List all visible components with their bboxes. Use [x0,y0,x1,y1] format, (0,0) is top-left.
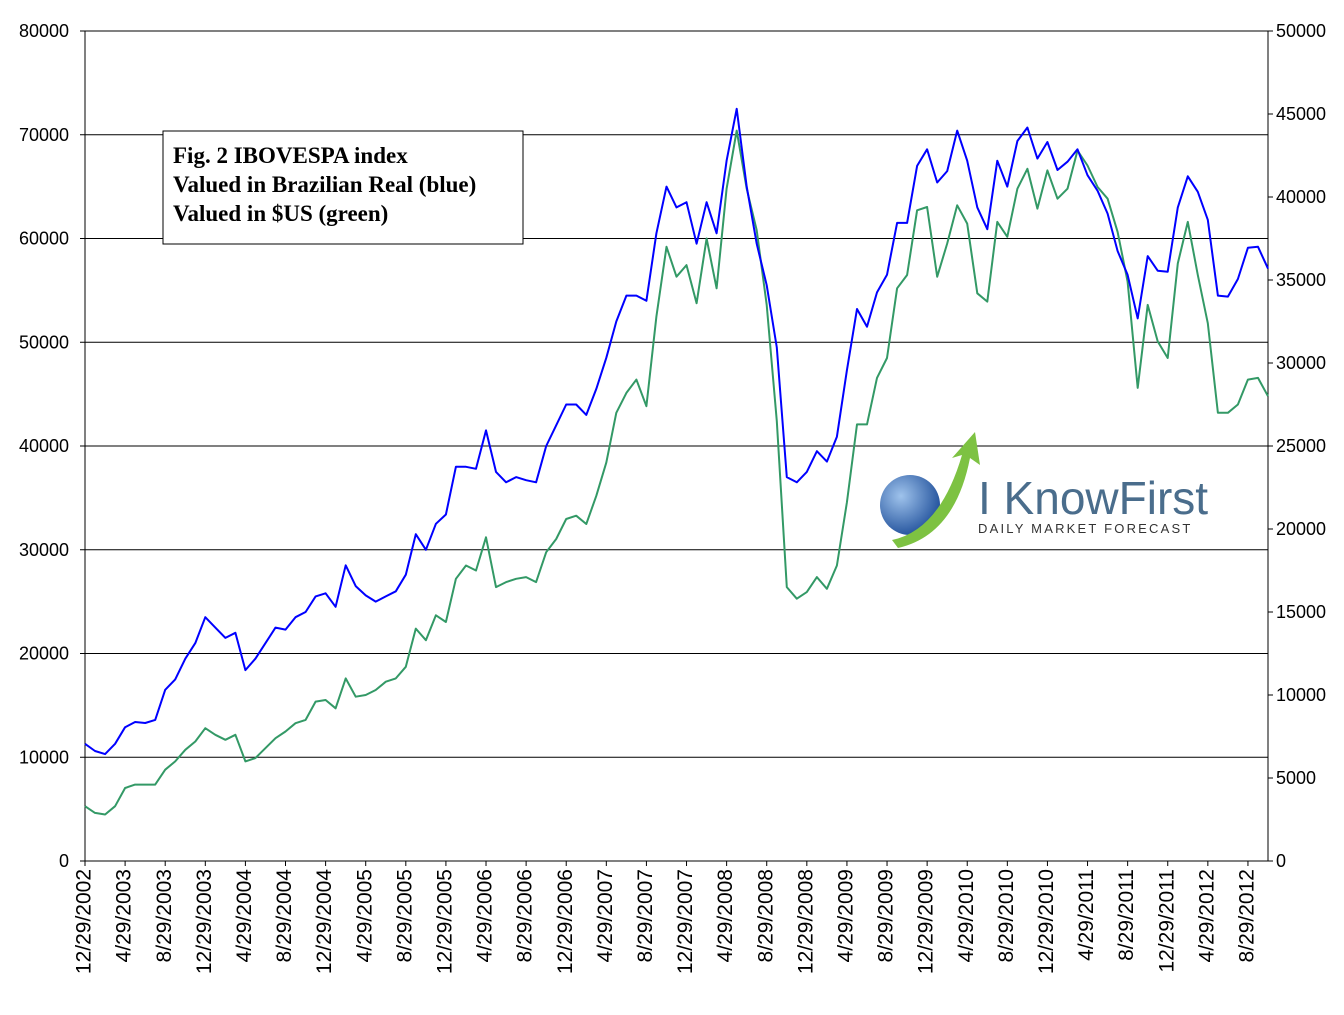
x-tick-label: 8/29/2003 [153,869,176,962]
x-tick-label: 12/29/2006 [554,869,577,974]
y-tick-label: 60000 [19,229,69,249]
x-tick-label: 4/29/2009 [834,869,857,962]
x-tick-label: 12/29/2009 [915,869,938,974]
logo-globe [880,475,940,535]
x-tick-label: 8/29/2007 [634,869,657,962]
y2-tick-label: 35000 [1276,270,1326,290]
logo-title: I KnowFirst [978,472,1208,524]
y2-tick-label: 0 [1276,851,1286,871]
logo-arrow [892,432,980,548]
x-tick-label: 4/29/2007 [594,869,617,962]
y2-tick-label: 20000 [1276,519,1326,539]
x-tick-label: 12/29/2005 [433,869,456,974]
x-tick-label: 8/29/2011 [1115,869,1138,961]
series-line [84,107,1269,756]
annotation-box [162,130,524,245]
y-tick-label: 20000 [19,644,69,664]
y-tick-label: 40000 [19,436,69,456]
x-tick-label: 8/29/2009 [875,869,898,962]
x-tick-label: 12/29/2002 [73,869,96,974]
y-tick-label: 80000 [19,21,69,41]
y-tick-label: 30000 [19,540,69,560]
x-tick-label: 8/29/2008 [754,869,777,962]
logo: I KnowFirst DAILY MARKET FORECAST [880,432,1208,548]
x-tick-label: 4/29/2010 [955,869,978,962]
annotation: Valued in Brazilian Real (blue) [173,172,476,197]
x-tick-label: 12/29/2008 [794,869,817,974]
plot: 0100002000030000400005000060000700008000… [19,21,1326,974]
x-tick-label: 8/29/2004 [273,869,296,963]
y2-tick-label: 15000 [1276,602,1326,622]
x-tick-label: 8/29/2006 [514,869,537,962]
x-tick-label: 4/29/2004 [233,869,256,963]
x-tick-label: 4/29/2005 [353,869,376,962]
x-tick-label: 4/29/2006 [474,869,497,962]
y2-tick-label: 25000 [1276,436,1326,456]
x-tick-label: 4/29/2008 [714,869,737,962]
y-tick-label: 10000 [19,747,69,767]
y-tick-label: 70000 [19,125,69,145]
x-tick-label: 12/29/2010 [1035,869,1058,974]
y2-tick-label: 45000 [1276,104,1326,124]
y2-tick-label: 50000 [1276,21,1326,41]
y2-tick-label: 30000 [1276,353,1326,373]
x-tick-label: 4/29/2011 [1075,869,1098,961]
logo-subtitle: DAILY MARKET FORECAST [978,521,1193,536]
x-tick-label: 4/29/2003 [113,869,136,962]
y2-tick-label: 10000 [1276,685,1326,705]
y-tick-label: 0 [59,851,69,871]
x-tick-label: 12/29/2011 [1155,869,1178,973]
x-tick-label: 4/29/2012 [1195,869,1218,962]
annotation: Valued in $US (green) [173,201,388,226]
series-line [84,129,1269,816]
y2-tick-label: 40000 [1276,187,1326,207]
x-tick-label: 8/29/2012 [1235,869,1258,962]
y2-tick-label: 5000 [1276,768,1316,788]
x-tick-label: 12/29/2007 [674,869,697,974]
annotation: Fig. 2 IBOVESPA index [173,143,408,168]
x-tick-label: 8/29/2005 [393,869,416,962]
x-tick-label: 8/29/2010 [995,869,1018,962]
x-tick-label: 12/29/2003 [193,869,216,974]
x-tick-label: 12/29/2004 [313,869,336,974]
y-tick-label: 50000 [19,332,69,352]
